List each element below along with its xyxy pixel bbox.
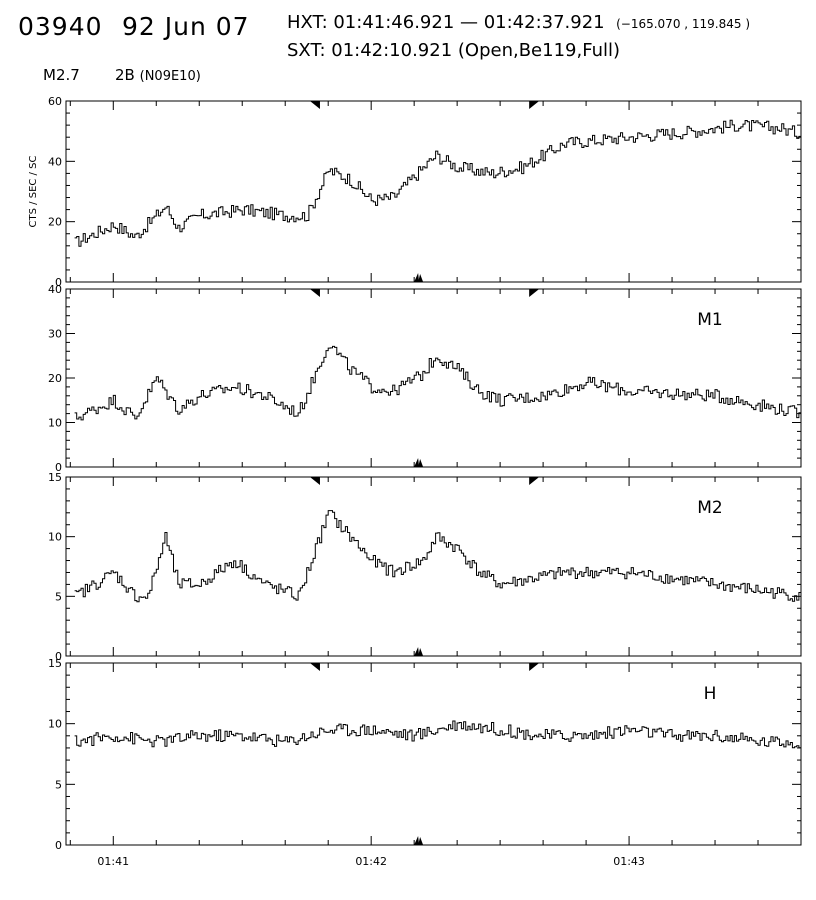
hxt-start-marker	[309, 289, 320, 297]
panel-frame	[65, 662, 802, 846]
y-tick-label: 60	[48, 95, 62, 108]
sxt-marker	[414, 647, 420, 656]
y-tick-label: 10	[48, 417, 62, 430]
panel-label: M2	[697, 498, 722, 518]
y-tick-label: 0	[55, 839, 62, 852]
series-line	[74, 119, 801, 247]
hxt-coordinates: (−165.070 , 119.845 )	[616, 17, 751, 31]
x-tick-label: 01:42	[355, 855, 387, 868]
y-tick-label: 10	[48, 531, 62, 544]
panel-frame	[65, 288, 802, 468]
sxt-marker	[414, 836, 420, 845]
x-tick-label: 01:41	[97, 855, 129, 868]
sxt-marker	[418, 459, 424, 467]
sxt-marker	[418, 837, 424, 845]
sxt-marker	[418, 274, 424, 282]
y-tick-label: 40	[48, 155, 62, 168]
series-line	[74, 720, 801, 749]
panel-frame	[65, 100, 802, 283]
y-tick-label: 5	[55, 590, 62, 603]
series-line	[74, 345, 801, 421]
flare-importance: 2B	[115, 66, 135, 84]
hxt-time-range: HXT: 01:41:46.921 — 01:42:37.921 (−165.0…	[287, 12, 750, 33]
flare-location: (N09E10)	[139, 69, 201, 84]
sxt-marker	[414, 458, 420, 467]
event-id: 03940	[18, 12, 103, 41]
hxt-end-marker	[529, 289, 540, 297]
hxt-start-marker	[309, 663, 320, 671]
y-tick-label: 10	[48, 718, 62, 731]
sxt-marker	[414, 273, 420, 282]
y-tick-label: 20	[48, 216, 62, 229]
y-tick-label: 20	[48, 372, 62, 385]
sxt-time: SXT: 01:42:10.921 (Open,Be119,Full)	[287, 40, 621, 61]
hxt-end-marker	[529, 663, 540, 671]
hxt-end-marker	[529, 101, 540, 109]
series-line	[74, 510, 801, 603]
y-axis-label: CTS / SEC / SC	[28, 156, 39, 228]
panel-label: H	[704, 684, 717, 704]
y-tick-label: 15	[48, 471, 62, 484]
y-tick-label: 0	[55, 276, 62, 289]
y-tick-label: 0	[55, 461, 62, 474]
y-tick-label: 15	[48, 657, 62, 670]
hxt-start-marker	[309, 477, 320, 485]
hxt-end-marker	[529, 477, 540, 485]
goes-class: M2.7	[43, 66, 80, 84]
hxt-start-marker	[309, 101, 320, 109]
y-tick-label: 30	[48, 328, 62, 341]
y-tick-label: 5	[55, 778, 62, 791]
hxt-label: HXT: 01:41:46.921 — 01:42:37.921	[287, 12, 605, 33]
panel-frame	[65, 476, 802, 657]
flare-class: 2B (N09E10)	[115, 66, 201, 84]
y-tick-label: 40	[48, 283, 62, 296]
x-tick-label: 01:43	[613, 855, 645, 868]
sxt-marker	[418, 648, 424, 656]
y-tick-label: 0	[55, 650, 62, 663]
event-date: 92 Jun 07	[122, 12, 250, 41]
panel-label: M1	[697, 310, 722, 330]
